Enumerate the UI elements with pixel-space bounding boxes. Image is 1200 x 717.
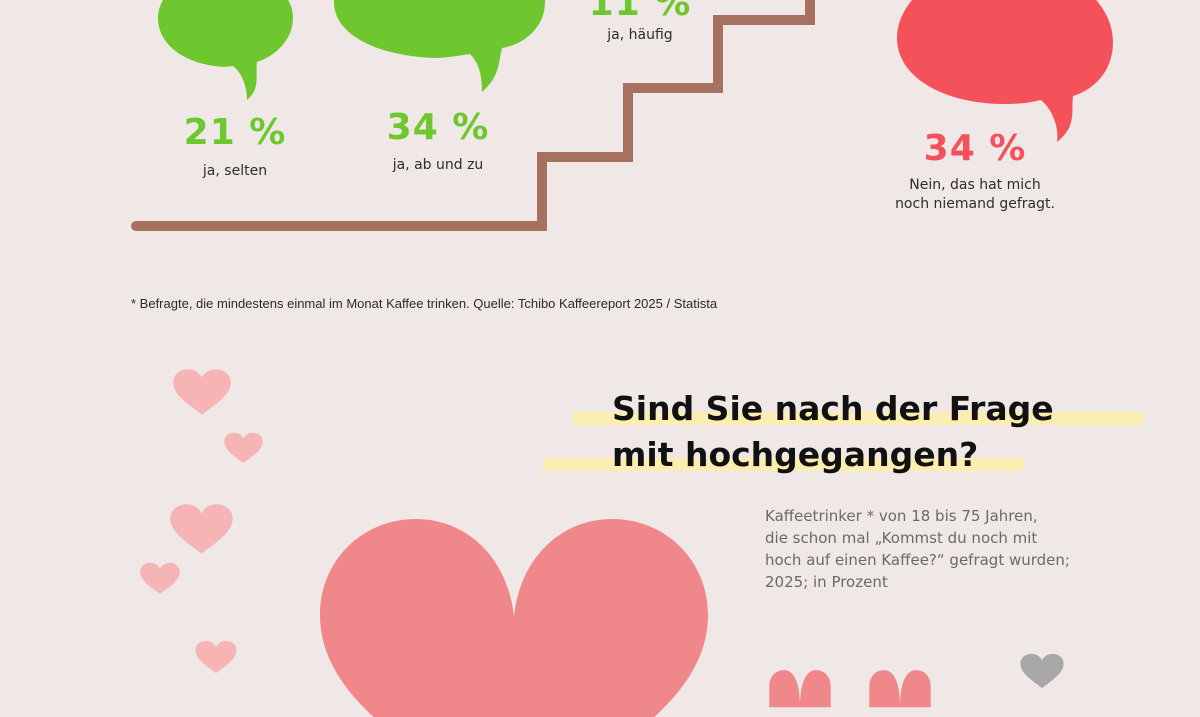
heart-icon-small-5 bbox=[195, 640, 237, 674]
label-selten: ja, selten bbox=[202, 163, 268, 179]
heart-icon-gray bbox=[1020, 653, 1064, 689]
subtitle-line: hoch auf einen Kaffee?“ gefragt wurden; bbox=[765, 551, 1070, 569]
heart-icon-small-4 bbox=[140, 562, 180, 595]
label-nein-line2: noch niemand gefragt. bbox=[895, 196, 1055, 212]
label-haeufig: ja, häufig bbox=[607, 27, 673, 43]
heart-icon-large bbox=[320, 519, 708, 717]
subtitle-line: Kaffeetrinker * von 18 bis 75 Jahren, bbox=[765, 507, 1038, 525]
section-subtitle: Kaffeetrinker * von 18 bis 75 Jahren, di… bbox=[765, 505, 1125, 593]
heart-icon-bottom-1 bbox=[769, 670, 831, 708]
value-ab-und-zu: 34 % bbox=[386, 107, 490, 148]
heart-icon-bottom-2 bbox=[869, 670, 931, 708]
value-haeufig: 11 % bbox=[588, 0, 692, 24]
heart-icon-small-1 bbox=[173, 369, 231, 415]
title-highlight-1 bbox=[573, 412, 1143, 425]
value-nein: 34 % bbox=[923, 128, 1027, 169]
section-title-line1: Sind Sie nach der Frage bbox=[612, 389, 1054, 428]
stairs-graphic bbox=[131, 0, 815, 231]
speech-bubble-icon-ab-und-zu bbox=[334, 0, 545, 92]
title-highlight-2 bbox=[543, 458, 1023, 471]
value-selten: 21 % bbox=[183, 112, 287, 153]
subtitle-line: die schon mal „Kommst du noch mit bbox=[765, 529, 1038, 547]
label-ab-und-zu: ja, ab und zu bbox=[392, 157, 484, 173]
section-title-line2: mit hochgegangen? bbox=[612, 435, 979, 474]
speech-bubble-icon-nein bbox=[897, 0, 1113, 142]
heart-icon-small-2 bbox=[224, 432, 263, 464]
speech-bubble-icon-selten bbox=[158, 0, 293, 100]
heart-icon-small-3 bbox=[170, 504, 233, 554]
source-footnote: * Befragte, die mindestens einmal im Mon… bbox=[131, 296, 718, 311]
label-nein-line1: Nein, das hat mich bbox=[909, 177, 1041, 193]
subtitle-line: 2025; in Prozent bbox=[765, 573, 888, 591]
